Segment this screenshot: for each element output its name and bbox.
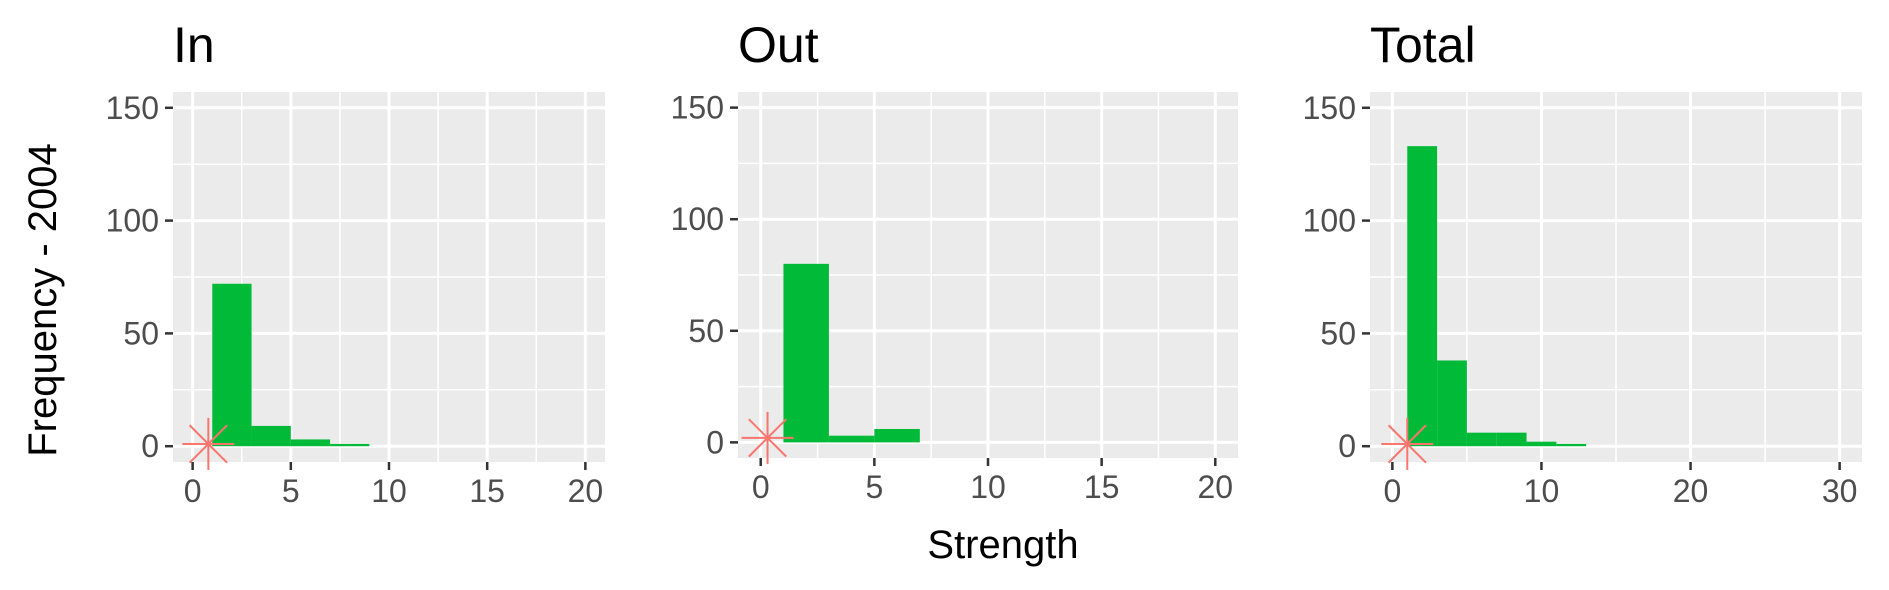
y-tick-label: 150 — [106, 90, 159, 126]
x-tick-label: 0 — [1383, 473, 1401, 509]
histogram-bar — [330, 443, 370, 447]
x-tick-label: 0 — [184, 473, 202, 509]
histogram-bar — [251, 425, 291, 447]
asterisk-marker — [741, 411, 794, 464]
histogram-bar — [1526, 441, 1557, 447]
y-tick-label: 100 — [106, 203, 159, 239]
histogram-bar — [1496, 432, 1527, 447]
panel-in: In 0 5 10 15 20 0 50 100 150 — [106, 17, 605, 509]
x-axis-label: Strength — [927, 523, 1078, 567]
x-tick-label: 5 — [865, 469, 883, 505]
panel-total: Total 0 10 20 30 0 50 100 150 — [1303, 17, 1862, 509]
x-tick-label: 15 — [1084, 469, 1120, 505]
x-tick-label: 20 — [1197, 469, 1233, 505]
x-tick-label: 10 — [371, 473, 407, 509]
x-tick-label: 10 — [970, 469, 1006, 505]
y-tick-label: 0 — [141, 428, 159, 464]
x-tick-label: 30 — [1822, 473, 1858, 509]
x-tick-label: 5 — [282, 473, 300, 509]
histogram-bar — [1556, 443, 1587, 447]
panel-title: Total — [1370, 17, 1476, 73]
histogram-bar — [212, 283, 252, 447]
histogram-bar — [1466, 432, 1497, 447]
y-tick-label: 150 — [1303, 90, 1356, 126]
y-tick-label: 100 — [1303, 203, 1356, 239]
y-tick-label: 50 — [688, 313, 724, 349]
x-tick-label: 15 — [469, 473, 505, 509]
panel-title: Out — [738, 17, 819, 73]
asterisk-marker — [182, 417, 235, 470]
asterisk-marker — [1381, 417, 1434, 470]
y-tick-label: 50 — [1320, 315, 1356, 351]
histogram-bar — [783, 263, 829, 443]
y-tick-label: 0 — [1338, 428, 1356, 464]
x-tick-label: 0 — [752, 469, 770, 505]
y-axis-label: Frequency - 2004 — [21, 143, 65, 457]
y-tick-label: 150 — [671, 90, 724, 126]
panel-out: Out 0 5 10 15 20 0 50 100 150 — [671, 17, 1238, 505]
histogram-bar — [1407, 146, 1438, 447]
y-tick-label: 0 — [706, 424, 724, 460]
y-tick-label: 100 — [671, 201, 724, 237]
histogram-bar — [290, 439, 331, 447]
x-tick-label: 10 — [1524, 473, 1560, 509]
histogram-bar — [874, 428, 920, 443]
y-tick-label: 50 — [123, 315, 159, 351]
panel-title: In — [173, 17, 215, 73]
histogram-bar — [1437, 360, 1467, 447]
x-tick-label: 20 — [568, 473, 604, 509]
x-tick-label: 20 — [1673, 473, 1709, 509]
histogram-bar — [828, 435, 875, 443]
